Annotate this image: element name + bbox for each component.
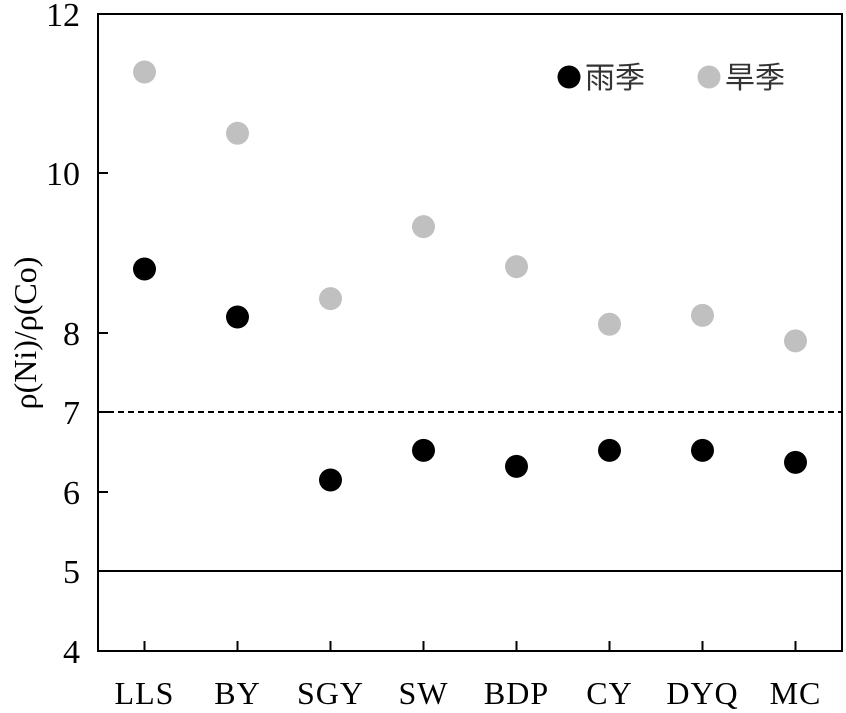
point-series1-cy xyxy=(598,438,621,462)
y-tick-label-8: 8 xyxy=(63,316,80,353)
point-series1-by xyxy=(226,305,249,329)
data-points xyxy=(133,60,807,492)
point-series2-mc xyxy=(784,329,807,353)
point-series1-mc xyxy=(784,450,807,474)
legend-marker-series1 xyxy=(557,65,581,89)
x-category-label-by: BY xyxy=(214,675,260,711)
x-category-label-lls: LLS xyxy=(115,675,175,711)
x-category-label-sgy: SGY xyxy=(297,675,364,711)
y-tick-label-4: 4 xyxy=(63,634,80,671)
x-axis: LLS BY SGY SW BDP CY DYQ MC xyxy=(115,641,822,711)
point-series1-dyq xyxy=(691,438,714,462)
y-tick-label-5: 5 xyxy=(63,554,80,591)
legend-label-series1: 雨季 xyxy=(585,61,645,96)
point-series2-bdp xyxy=(505,255,528,279)
point-series2-cy xyxy=(598,312,621,336)
y-tick-label-10: 10 xyxy=(46,156,80,193)
y-axis: 4 5 6 7 8 10 12 xyxy=(46,0,108,671)
y-tick-label-7: 7 xyxy=(63,395,80,432)
point-series1-sgy xyxy=(319,468,342,492)
x-category-label-cy: CY xyxy=(586,675,632,711)
plot-area xyxy=(97,13,843,652)
y-tick-label-12: 12 xyxy=(46,0,80,34)
reference-lines xyxy=(98,411,842,572)
x-category-label-bdp: BDP xyxy=(484,675,549,711)
y-axis-title: ρ(Ni)/ρ(Co) xyxy=(7,257,43,410)
x-category-label-mc: MC xyxy=(770,675,822,711)
point-series2-dyq xyxy=(691,303,714,327)
point-series2-sgy xyxy=(319,287,342,311)
x-category-label-sw: SW xyxy=(399,675,449,711)
legend-label-series2: 旱季 xyxy=(725,61,785,96)
y-tick-label-6: 6 xyxy=(63,475,80,512)
point-series1-lls xyxy=(133,257,156,281)
point-series1-bdp xyxy=(505,454,528,478)
x-category-label-dyq: DYQ xyxy=(666,675,738,711)
point-series2-sw xyxy=(412,215,435,239)
point-series2-lls xyxy=(133,60,156,84)
legend-marker-series2 xyxy=(697,65,721,89)
point-series1-sw xyxy=(412,438,435,462)
point-series2-by xyxy=(226,121,249,145)
legend: 雨季 旱季 xyxy=(557,61,785,96)
